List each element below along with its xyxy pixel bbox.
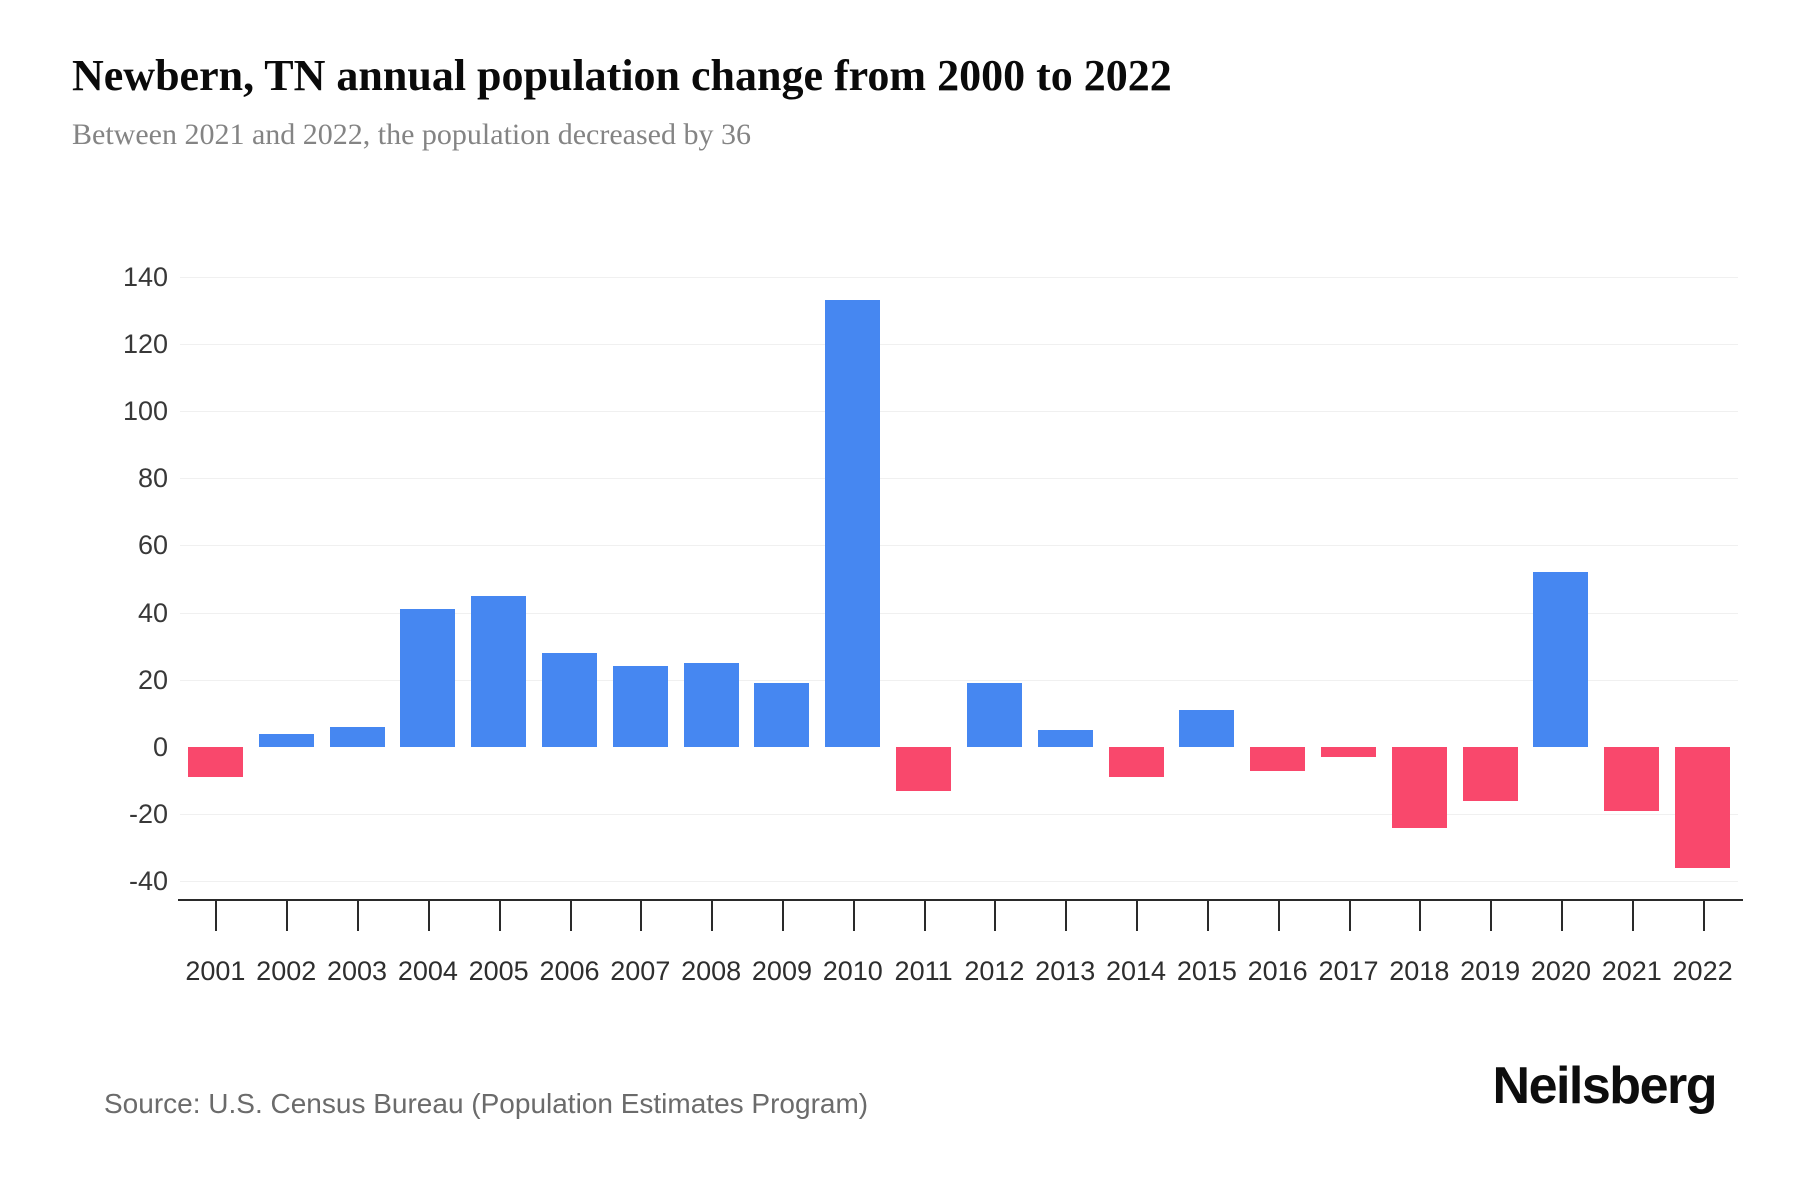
bar-2015 <box>1179 710 1235 747</box>
x-axis-tick <box>711 901 714 931</box>
bar-2004 <box>400 609 456 747</box>
bar-2018 <box>1391 747 1447 828</box>
gridline <box>180 478 1738 480</box>
y-axis-label: 100 <box>122 396 168 426</box>
x-axis-label: 2009 <box>751 956 812 986</box>
x-axis-label: 2021 <box>1601 956 1662 986</box>
bar-2002 <box>258 733 314 747</box>
bar-2003 <box>329 726 385 747</box>
x-axis-tick <box>569 901 572 931</box>
x-axis-tick <box>1490 901 1493 931</box>
x-axis-label: 2017 <box>1318 956 1379 986</box>
x-axis-label: 2016 <box>1247 956 1308 986</box>
bar-2014 <box>1108 747 1164 778</box>
y-axis-label: 60 <box>137 530 168 561</box>
gridline <box>180 343 1738 345</box>
x-axis-tick <box>1348 901 1351 931</box>
x-axis-tick <box>781 901 784 931</box>
y-axis-label: 80 <box>137 463 168 494</box>
x-axis-label: 2004 <box>397 956 458 986</box>
x-axis-label: 2006 <box>539 956 600 986</box>
x-axis-label: 2013 <box>1035 956 1096 986</box>
x-axis-tick <box>1702 901 1705 931</box>
x-axis-tick <box>994 901 997 931</box>
bar-2001 <box>187 747 243 778</box>
x-axis-tick <box>1419 901 1422 931</box>
x-axis-label: 2002 <box>256 956 317 986</box>
bar-2011 <box>896 747 952 791</box>
bar-2006 <box>542 652 597 747</box>
y-axis-label: 0 <box>152 732 168 762</box>
x-axis-tick <box>1136 901 1139 931</box>
gridline <box>180 612 1738 614</box>
x-axis-label: 2003 <box>326 956 388 986</box>
x-axis-line <box>178 899 1743 901</box>
x-axis-tick <box>1560 901 1563 931</box>
gridline <box>180 545 1738 547</box>
x-axis-label: 2001 <box>185 956 246 986</box>
bar-2009 <box>754 683 810 747</box>
chart-title: Newbern, TN annual population change fro… <box>72 51 1172 100</box>
x-axis-label: 2018 <box>1389 956 1450 986</box>
x-axis-label: 2020 <box>1530 956 1591 986</box>
x-axis-label: 2022 <box>1672 956 1733 986</box>
x-axis-tick <box>923 901 926 931</box>
x-axis-tick <box>1065 901 1068 931</box>
y-axis-label: 120 <box>122 328 168 359</box>
bar-2021 <box>1604 747 1660 811</box>
x-axis-label: 2007 <box>610 956 671 986</box>
brand-logo: Neilsberg <box>1492 1057 1718 1115</box>
y-axis-label: -20 <box>128 799 168 830</box>
bar-2019 <box>1462 747 1518 801</box>
gridline <box>180 814 1738 816</box>
bar-2022 <box>1675 747 1731 868</box>
x-axis-label: 2008 <box>681 956 742 986</box>
x-axis-label: 2015 <box>1176 956 1237 986</box>
x-axis-label: 2019 <box>1460 956 1521 986</box>
x-axis-tick <box>1631 901 1634 931</box>
bar-2016 <box>1250 747 1306 771</box>
x-axis-tick <box>1277 901 1280 931</box>
x-axis-label: 2012 <box>964 956 1025 986</box>
bar-2005 <box>471 595 527 747</box>
bar-2012 <box>966 683 1022 747</box>
x-axis-label: 2010 <box>822 956 883 986</box>
chart-subtitle: Between 2021 and 2022, the population de… <box>72 118 751 151</box>
x-axis-tick <box>215 901 218 931</box>
gridline <box>180 276 1738 278</box>
y-axis-label: 40 <box>137 597 168 628</box>
x-axis-tick <box>427 901 430 931</box>
gridline <box>180 679 1738 681</box>
x-axis-tick <box>357 901 360 931</box>
bar-2010 <box>825 300 881 747</box>
x-axis-tick <box>498 901 501 931</box>
bar-2008 <box>683 663 739 747</box>
x-axis-tick <box>640 901 643 931</box>
bar-2020 <box>1533 572 1589 747</box>
y-axis-label: 20 <box>137 664 168 695</box>
gridline <box>180 881 1738 883</box>
x-axis-tick <box>286 901 289 931</box>
source-note: Source: U.S. Census Bureau (Population E… <box>104 1088 869 1119</box>
x-axis-tick <box>1206 901 1209 931</box>
bar-2007 <box>612 666 668 747</box>
bar-2017 <box>1321 747 1376 758</box>
x-axis-label: 2011 <box>894 956 953 986</box>
gridline <box>180 411 1738 412</box>
x-axis-label: 2014 <box>1105 956 1167 986</box>
x-axis-tick <box>852 901 855 931</box>
bar-2013 <box>1037 730 1093 747</box>
y-axis-label: -40 <box>128 866 168 897</box>
x-axis-label: 2005 <box>468 956 529 986</box>
y-axis-label: 140 <box>122 261 168 292</box>
